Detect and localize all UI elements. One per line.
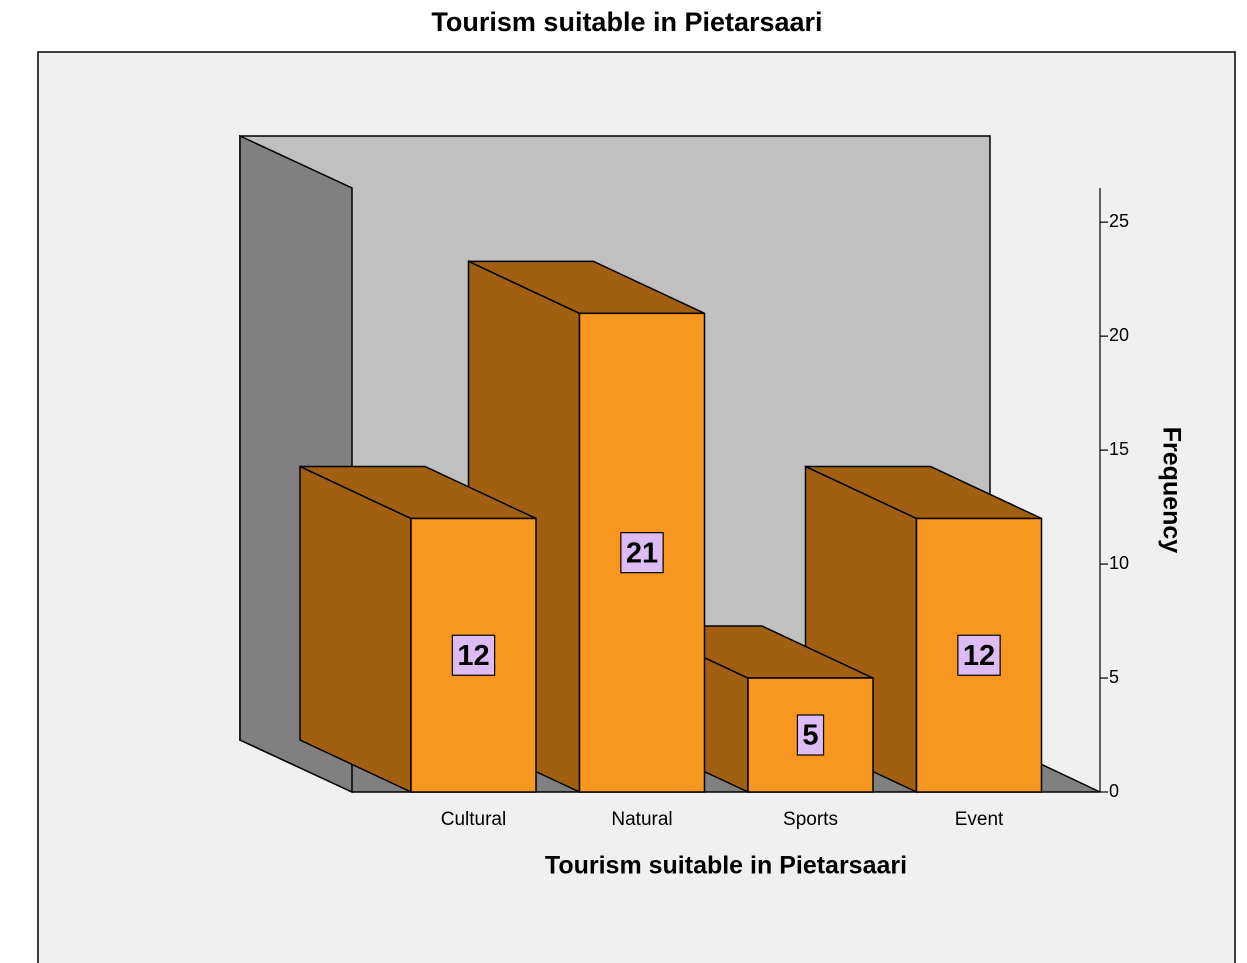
value-label-box: [620, 532, 664, 574]
y-axis-title: Frequency: [1157, 427, 1185, 554]
y-tick-label: 20: [1109, 325, 1129, 345]
x-tick-label: Event: [955, 809, 1004, 830]
y-tick-label: 0: [1109, 781, 1119, 801]
x-tick-label: Cultural: [441, 809, 506, 830]
y-tick-label: 5: [1109, 667, 1119, 687]
y-tick-label: 15: [1109, 439, 1129, 459]
chart-title: Tourism suitable in Pietarsaari: [431, 7, 822, 37]
value-label: 12: [963, 640, 995, 672]
bar-side: [299, 465, 412, 794]
y-tick-label: 10: [1109, 553, 1129, 573]
value-label-box: [957, 634, 1001, 676]
value-label: 21: [626, 537, 658, 569]
y-tick-label: 25: [1109, 211, 1129, 231]
x-tick-label: Natural: [611, 809, 672, 830]
value-label-box: [796, 714, 825, 756]
x-tick-label: Sports: [783, 809, 838, 830]
value-label: 5: [802, 720, 818, 752]
x-axis-title: Tourism suitable in Pietarsaari: [545, 852, 907, 880]
value-label: 12: [457, 640, 489, 672]
value-label-box: [451, 634, 496, 676]
